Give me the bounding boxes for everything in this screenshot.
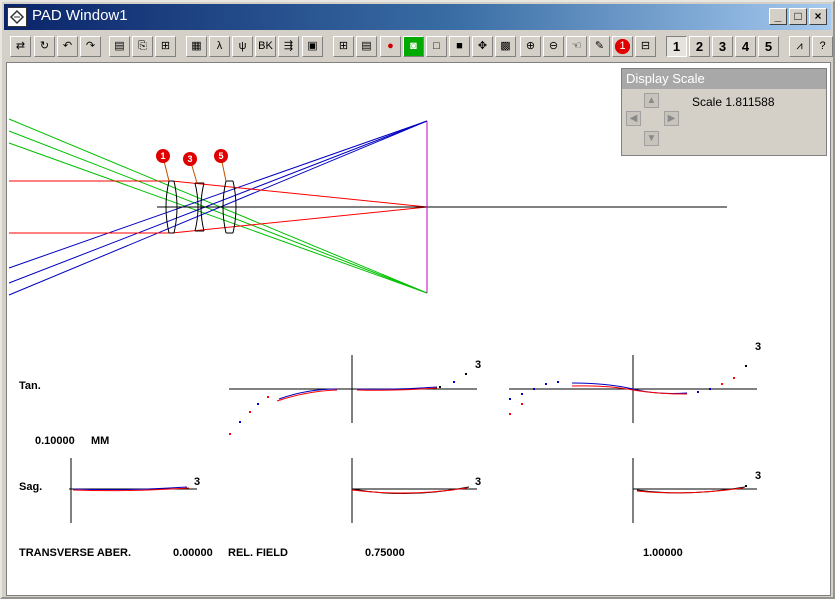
- display-scale-title[interactable]: Display Scale: [622, 69, 826, 89]
- bk7-icon[interactable]: BK: [255, 36, 276, 57]
- move-icon[interactable]: ✥: [472, 36, 493, 57]
- scale-value-label: 0.10000: [35, 435, 75, 447]
- green-ray-bundle: [8, 118, 428, 294]
- redo-icon[interactable]: ↷: [80, 36, 101, 57]
- optical-layout: [8, 118, 757, 523]
- print-icon[interactable]: ▤: [109, 36, 130, 57]
- undo-icon[interactable]: ↶: [57, 36, 78, 57]
- page-1-button[interactable]: 1: [666, 36, 687, 57]
- chart-icon[interactable]: ⩘: [789, 36, 810, 57]
- dots-icon[interactable]: ●: [380, 36, 401, 57]
- aberration-axes: [69, 355, 757, 523]
- plot-tag: 3: [755, 341, 762, 353]
- help-icon[interactable]: ?: [812, 36, 833, 57]
- lens-data-icon[interactable]: ▦: [186, 36, 207, 57]
- lens-elements: [165, 180, 237, 234]
- page-2-button[interactable]: 2: [689, 36, 710, 57]
- surface-marker-label: 3: [187, 154, 193, 164]
- title-bar[interactable]: PAD Window1 _ □ ×: [4, 4, 831, 30]
- arrow-right-icon[interactable]: ▶: [664, 111, 679, 126]
- rel-field-label: REL. FIELD: [228, 547, 288, 559]
- zoom-out-icon[interactable]: ⊖: [543, 36, 564, 57]
- drawing-canvas[interactable]: 1 3 5 Display Scale Scale 1.811588 ▲ ◀ ▶…: [6, 62, 831, 596]
- app-icon: [7, 7, 27, 27]
- arrow-down-icon[interactable]: ▼: [644, 131, 659, 146]
- maximize-button[interactable]: □: [789, 8, 807, 25]
- fit-icon[interactable]: ⊞: [155, 36, 176, 57]
- page-3-button[interactable]: 3: [712, 36, 733, 57]
- aberration-curves: [72, 382, 746, 495]
- surface-marker[interactable]: 3: [183, 152, 197, 166]
- tan-label: Tan.: [19, 380, 41, 392]
- pan-icon[interactable]: ☜: [566, 36, 587, 57]
- tree-icon[interactable]: ⇶: [278, 36, 299, 57]
- field-1-label: 0.75000: [365, 547, 405, 559]
- page-5-button[interactable]: 5: [758, 36, 779, 57]
- gray-square-icon[interactable]: ▩: [495, 36, 516, 57]
- scale-value: Scale 1.811588: [692, 95, 775, 109]
- page-4-button[interactable]: 4: [735, 36, 756, 57]
- field-icon[interactable]: ψ: [232, 36, 253, 57]
- plot-tag: 3: [755, 470, 762, 482]
- surface-marker-label: 1: [160, 151, 166, 161]
- adjust-icon[interactable]: ⇄: [10, 36, 31, 57]
- ruler-icon[interactable]: ⊟: [635, 36, 656, 57]
- surface-marker[interactable]: 5: [214, 149, 228, 163]
- display-scale-panel: Display Scale Scale 1.811588 ▲ ◀ ▶ ▼: [621, 68, 827, 156]
- plot-tag: 3: [194, 476, 201, 488]
- transverse-aber-label: TRANSVERSE ABER.: [19, 547, 132, 559]
- red-ray-bundle: [9, 180, 428, 234]
- refresh-icon[interactable]: ↻: [34, 36, 55, 57]
- surface-marker-icon[interactable]: 1: [612, 36, 633, 57]
- plot-tag: 3: [475, 359, 482, 371]
- minimize-button[interactable]: _: [769, 8, 787, 25]
- sag-label: Sag.: [19, 481, 43, 493]
- close-button[interactable]: ×: [809, 8, 827, 25]
- blue-ray-bundle: [8, 120, 428, 296]
- zoom-in-icon[interactable]: ⊕: [520, 36, 541, 57]
- white-square-icon[interactable]: □: [426, 36, 447, 57]
- window-title: PAD Window1: [32, 7, 128, 24]
- pencil-icon[interactable]: ✎: [589, 36, 610, 57]
- surface-marker[interactable]: 1: [156, 149, 170, 163]
- camera-icon[interactable]: ◙: [403, 36, 424, 57]
- field-2-label: 1.00000: [643, 547, 683, 559]
- aberration-dots: [229, 365, 747, 487]
- copy-icon[interactable]: ⎘: [132, 36, 153, 57]
- toolbar: ⇄ ↻ ↶ ↷ ▤ ⎘ ⊞ ▦ λ ψ BK ⇶ ▣ ⊞ ▤ ● ◙ □ ■ ✥ ▩ ⊕ ⊖ ☜ ✎ 1 ⊟ 1 2 3 4 5 ⩘?: [6, 33, 833, 61]
- field-0-label: 0.00000: [173, 547, 213, 559]
- arrow-up-icon[interactable]: ▲: [644, 93, 659, 108]
- wavelength-icon[interactable]: λ: [209, 36, 230, 57]
- black-square-icon[interactable]: ■: [449, 36, 470, 57]
- surface-marker-label: 5: [218, 151, 224, 161]
- table-icon[interactable]: ▤: [356, 36, 377, 57]
- grid-icon[interactable]: ⊞: [333, 36, 354, 57]
- scale-unit-label: MM: [91, 435, 110, 447]
- plot-tag: 3: [475, 476, 482, 488]
- film-icon[interactable]: ▣: [302, 36, 323, 57]
- arrow-left-icon[interactable]: ◀: [626, 111, 641, 126]
